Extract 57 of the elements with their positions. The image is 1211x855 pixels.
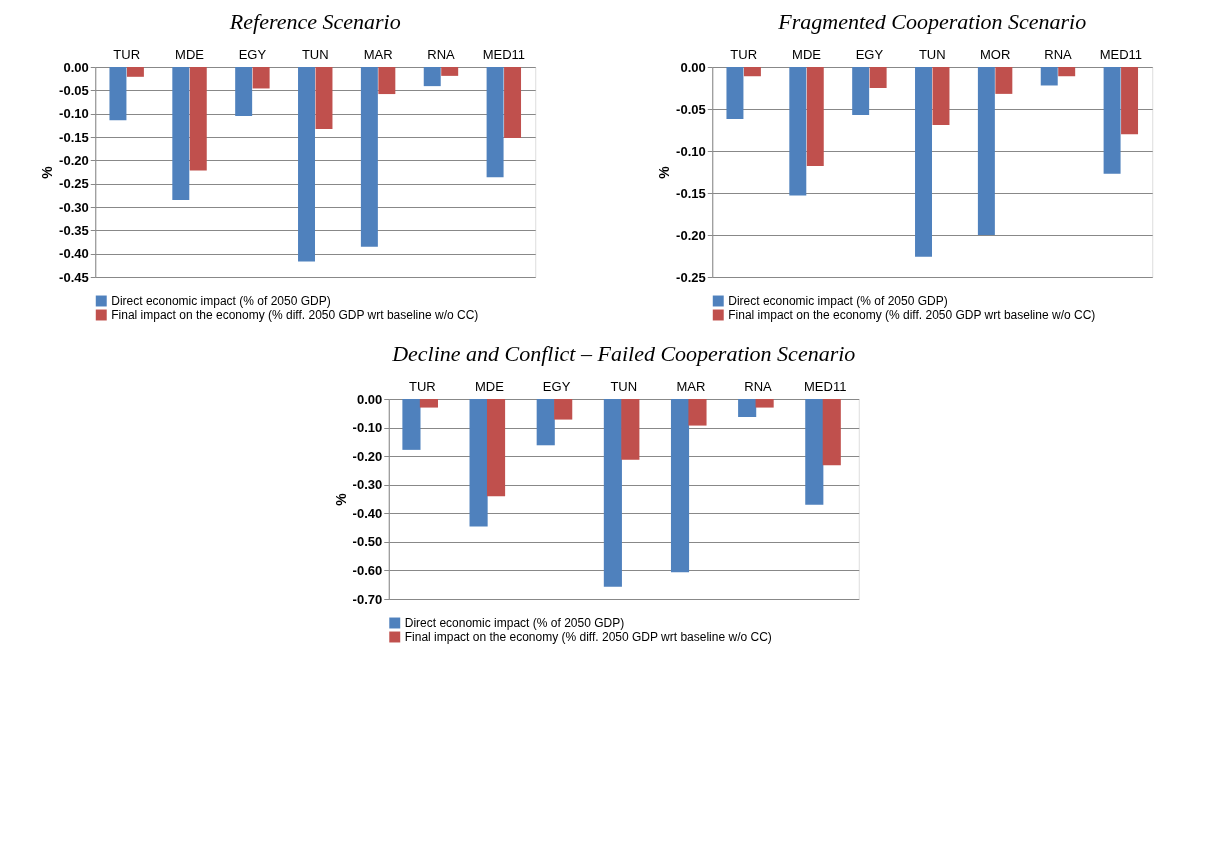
y-tick-label: -0.25 bbox=[59, 176, 89, 192]
y-tick-label: -0.25 bbox=[676, 269, 706, 285]
legend-label: Direct economic impact (% of 2050 GDP) bbox=[404, 616, 625, 630]
y-tick-label: 0.00 bbox=[680, 59, 706, 75]
legend-label: Direct economic impact (% of 2050 GDP) bbox=[111, 294, 331, 308]
chart-title: Fragmented Cooperation Scenario bbox=[777, 9, 1087, 34]
y-tick-label: -0.30 bbox=[352, 477, 383, 493]
x-tick-label: RNA bbox=[427, 46, 456, 62]
y-axis-title: % bbox=[656, 165, 673, 179]
y-tick-label: -0.15 bbox=[676, 185, 706, 201]
x-tick-label: TUR bbox=[113, 46, 141, 62]
y-tick-label: -0.10 bbox=[676, 143, 706, 159]
y-tick-label: -0.20 bbox=[59, 152, 89, 168]
x-tick-label: MDE bbox=[475, 378, 505, 394]
x-tick-label: RNA bbox=[1044, 46, 1073, 62]
y-tick-label: -0.05 bbox=[676, 101, 706, 117]
x-tick-label: EGY bbox=[855, 46, 884, 62]
x-tick-label: MED11 bbox=[803, 378, 847, 394]
x-tick-label: TUR bbox=[408, 378, 436, 394]
chart-title: Decline and Conflict – Failed Cooperation Scenario bbox=[391, 341, 856, 366]
x-tick-label: EGY bbox=[238, 46, 267, 62]
y-tick-label: -0.10 bbox=[352, 420, 383, 436]
y-tick-label: -0.45 bbox=[59, 269, 89, 285]
y-tick-label: -0.20 bbox=[352, 448, 383, 464]
x-tick-label: TUR bbox=[730, 46, 758, 62]
x-tick-label: TUN bbox=[610, 378, 638, 394]
y-tick-label: -0.30 bbox=[59, 199, 89, 215]
x-tick-label: EGY bbox=[542, 378, 571, 394]
legend-label: Final impact on the economy (% diff. 2050 GDP wrt baseline w/o CC) bbox=[728, 308, 1096, 322]
x-tick-label: MAR bbox=[363, 46, 393, 62]
y-tick-label: -0.70 bbox=[352, 591, 383, 607]
y-tick-label: 0.00 bbox=[356, 391, 383, 407]
y-tick-label: -0.10 bbox=[59, 106, 89, 122]
y-tick-label: -0.60 bbox=[352, 562, 383, 578]
x-tick-label: MED11 bbox=[482, 46, 526, 62]
x-tick-label: MAR bbox=[676, 378, 706, 394]
legend-label: Final impact on the economy (% diff. 2050 GDP wrt baseline w/o CC) bbox=[404, 630, 772, 644]
legend-label: Direct economic impact (% of 2050 GDP) bbox=[728, 294, 948, 308]
y-tick-label: -0.20 bbox=[676, 227, 706, 243]
y-tick-label: 0.00 bbox=[63, 59, 89, 75]
y-tick-label: -0.40 bbox=[352, 505, 383, 521]
x-tick-label: TUN bbox=[918, 46, 946, 62]
x-tick-label: MOR bbox=[979, 46, 1011, 62]
legend-label: Final impact on the economy (% diff. 2050 GDP wrt baseline w/o CC) bbox=[111, 308, 479, 322]
x-tick-label: RNA bbox=[744, 378, 773, 394]
y-tick-label: -0.50 bbox=[352, 534, 383, 550]
x-tick-label: TUN bbox=[301, 46, 329, 62]
x-tick-label: MED11 bbox=[1099, 46, 1143, 62]
y-tick-label: -0.05 bbox=[59, 82, 89, 98]
y-tick-label: -0.35 bbox=[59, 222, 89, 238]
x-tick-label: MDE bbox=[175, 46, 205, 62]
y-axis-title: % bbox=[332, 492, 349, 506]
chart-title: Reference Scenario bbox=[228, 9, 401, 34]
y-tick-label: -0.40 bbox=[59, 246, 89, 262]
x-tick-label: MDE bbox=[792, 46, 822, 62]
y-axis-title: % bbox=[39, 165, 56, 179]
y-tick-label: -0.15 bbox=[59, 129, 89, 145]
